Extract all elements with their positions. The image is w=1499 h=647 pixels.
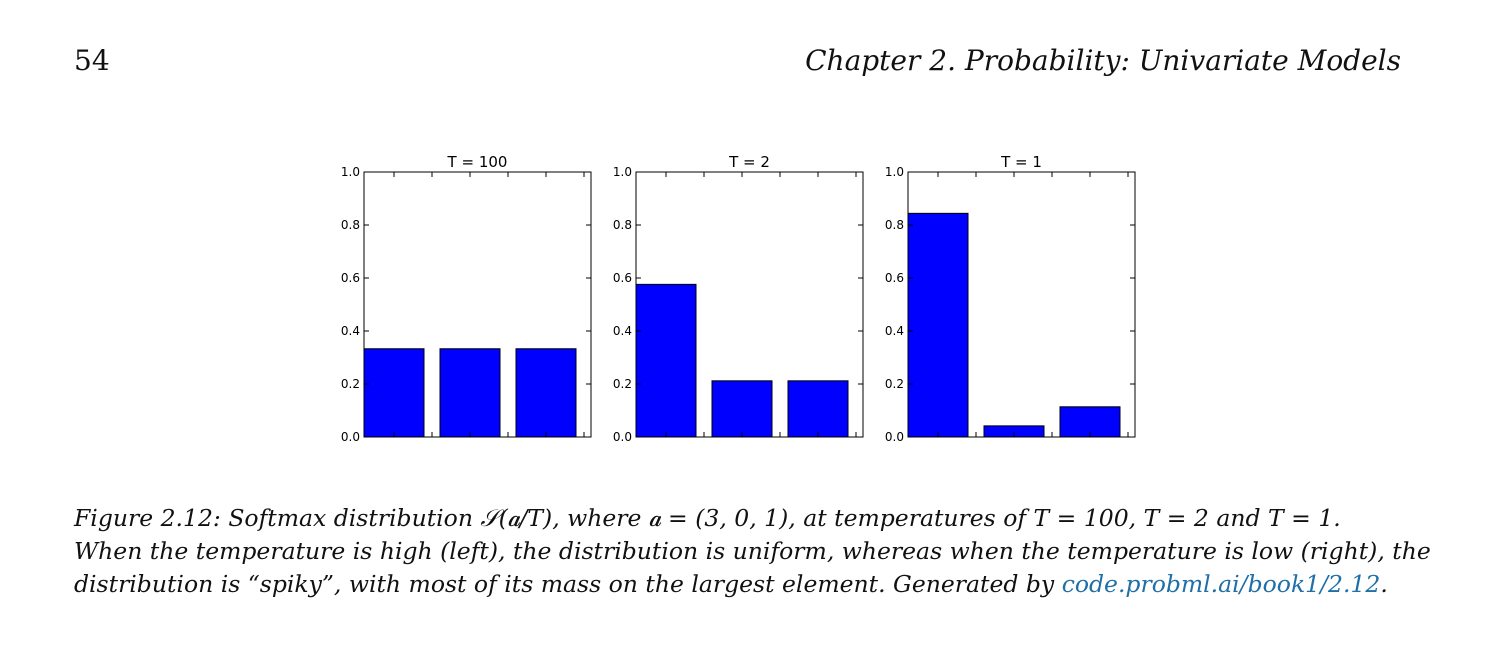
ytick-label: 0.4 bbox=[341, 324, 360, 338]
ytick-label: 0.2 bbox=[613, 377, 632, 391]
caption-line-3: distribution is “spiky”, with most of it… bbox=[74, 568, 1404, 601]
page-number: 54 bbox=[74, 44, 110, 77]
ytick-label: 0.6 bbox=[613, 271, 632, 285]
chart-title: T = 100 bbox=[447, 153, 508, 171]
ytick-label: 0.2 bbox=[341, 377, 360, 391]
ytick-label: 0.2 bbox=[885, 377, 904, 391]
axes-frame bbox=[635, 171, 864, 438]
bar-1-2 bbox=[439, 348, 501, 438]
softmax-figure: 0.0 0.2 0.4 0.6 0.8 1.0 T = 100 0.0 0.2 0.4 0.6 0.8… bbox=[341, 153, 1136, 444]
chart-panel-1: 0.0 0.2 0.4 0.6 0.8 1.0 T = 100 bbox=[341, 153, 592, 444]
chart-title: T = 2 bbox=[728, 153, 770, 171]
axes-frame bbox=[363, 171, 592, 438]
ytick-label: 0.4 bbox=[613, 324, 632, 338]
ytick-label: 0.6 bbox=[885, 271, 904, 285]
ytick-label: 0.0 bbox=[885, 430, 904, 444]
bar-3-3 bbox=[1059, 406, 1121, 438]
ytick-label: 1.0 bbox=[613, 165, 632, 179]
ytick-label: 0.4 bbox=[885, 324, 904, 338]
ytick-label: 0.0 bbox=[341, 430, 360, 444]
ytick-label: 0.8 bbox=[885, 218, 904, 232]
caption-line-3-end: . bbox=[1380, 570, 1388, 598]
bar-2-3 bbox=[787, 380, 849, 438]
caption-line-3-text: distribution is “spiky”, with most of it… bbox=[74, 570, 1062, 598]
ytick-label: 1.0 bbox=[885, 165, 904, 179]
bar-1-3 bbox=[515, 348, 577, 438]
axes-frame bbox=[907, 171, 1136, 438]
chart-panel-2: 0.0 0.2 0.4 0.6 0.8 1.0 T = 2 bbox=[613, 153, 864, 444]
ytick-label: 0.8 bbox=[613, 218, 632, 232]
bar-3-1 bbox=[907, 212, 969, 438]
chart-title: T = 1 bbox=[1000, 153, 1042, 171]
bar-2-2 bbox=[711, 380, 773, 438]
ytick-label: 0.8 bbox=[341, 218, 360, 232]
chart-panel-3: 0.0 0.2 0.4 0.6 0.8 1.0 T = 1 bbox=[885, 153, 1136, 444]
caption-line-2: When the temperature is high (left), the… bbox=[74, 537, 1431, 565]
running-header: Chapter 2. Probability: Univariate Model… bbox=[805, 44, 1401, 77]
caption-line-1: Figure 2.12: Softmax distribution 𝒮(𝒂/T)… bbox=[74, 504, 1341, 532]
code-link[interactable]: code.probml.ai/book1/2.12 bbox=[1061, 570, 1381, 598]
bar-2-1 bbox=[635, 283, 697, 438]
bar-1-1 bbox=[363, 348, 425, 438]
figure-caption: Figure 2.12: Softmax distribution 𝒮(𝒂/T)… bbox=[74, 502, 1431, 601]
ytick-label: 0.0 bbox=[613, 430, 632, 444]
ytick-label: 0.6 bbox=[341, 271, 360, 285]
ytick-label: 1.0 bbox=[341, 165, 360, 179]
